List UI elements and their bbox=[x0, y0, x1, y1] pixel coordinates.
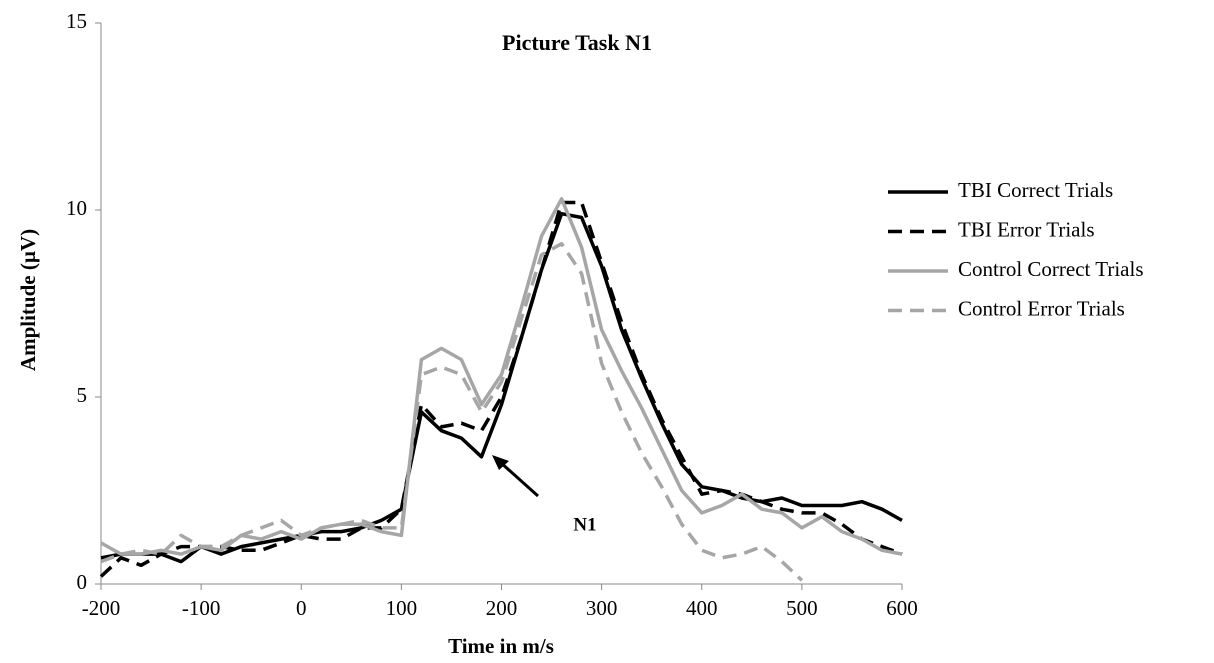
legend-label: Control Correct Trials bbox=[958, 257, 1144, 281]
legend-label: TBI Error Trials bbox=[958, 217, 1095, 241]
x-axis-label: Time in m/s bbox=[448, 634, 554, 658]
x-tick-label: 400 bbox=[686, 596, 718, 620]
x-tick-label: 600 bbox=[886, 596, 918, 620]
annotation-arrowhead bbox=[492, 455, 509, 470]
series-line bbox=[100, 211, 903, 564]
series-line bbox=[99, 200, 903, 578]
series-line bbox=[100, 197, 903, 556]
x-tick-label: 300 bbox=[586, 596, 618, 620]
annotation: N1 bbox=[573, 514, 596, 535]
y-tick-label: 15 bbox=[66, 9, 87, 33]
x-tick-label: 500 bbox=[786, 596, 818, 620]
x-tick-label: 0 bbox=[296, 596, 307, 620]
annotation-arrow bbox=[498, 460, 540, 498]
x-tick-label: -200 bbox=[82, 596, 121, 620]
y-axis-label: Amplitude (µV) bbox=[16, 229, 40, 371]
y-tick-label: 0 bbox=[77, 570, 88, 594]
x-tick-label: 100 bbox=[386, 596, 418, 620]
legend-label: Control Error Trials bbox=[958, 296, 1125, 320]
x-tick-label: 200 bbox=[486, 596, 518, 620]
x-tick-label: -100 bbox=[182, 596, 221, 620]
series-line bbox=[100, 241, 804, 582]
chart-title: Picture Task N1 bbox=[502, 30, 652, 55]
legend-label: TBI Correct Trials bbox=[958, 178, 1113, 202]
y-tick-label: 5 bbox=[77, 383, 88, 407]
y-tick-label: 10 bbox=[66, 196, 87, 220]
